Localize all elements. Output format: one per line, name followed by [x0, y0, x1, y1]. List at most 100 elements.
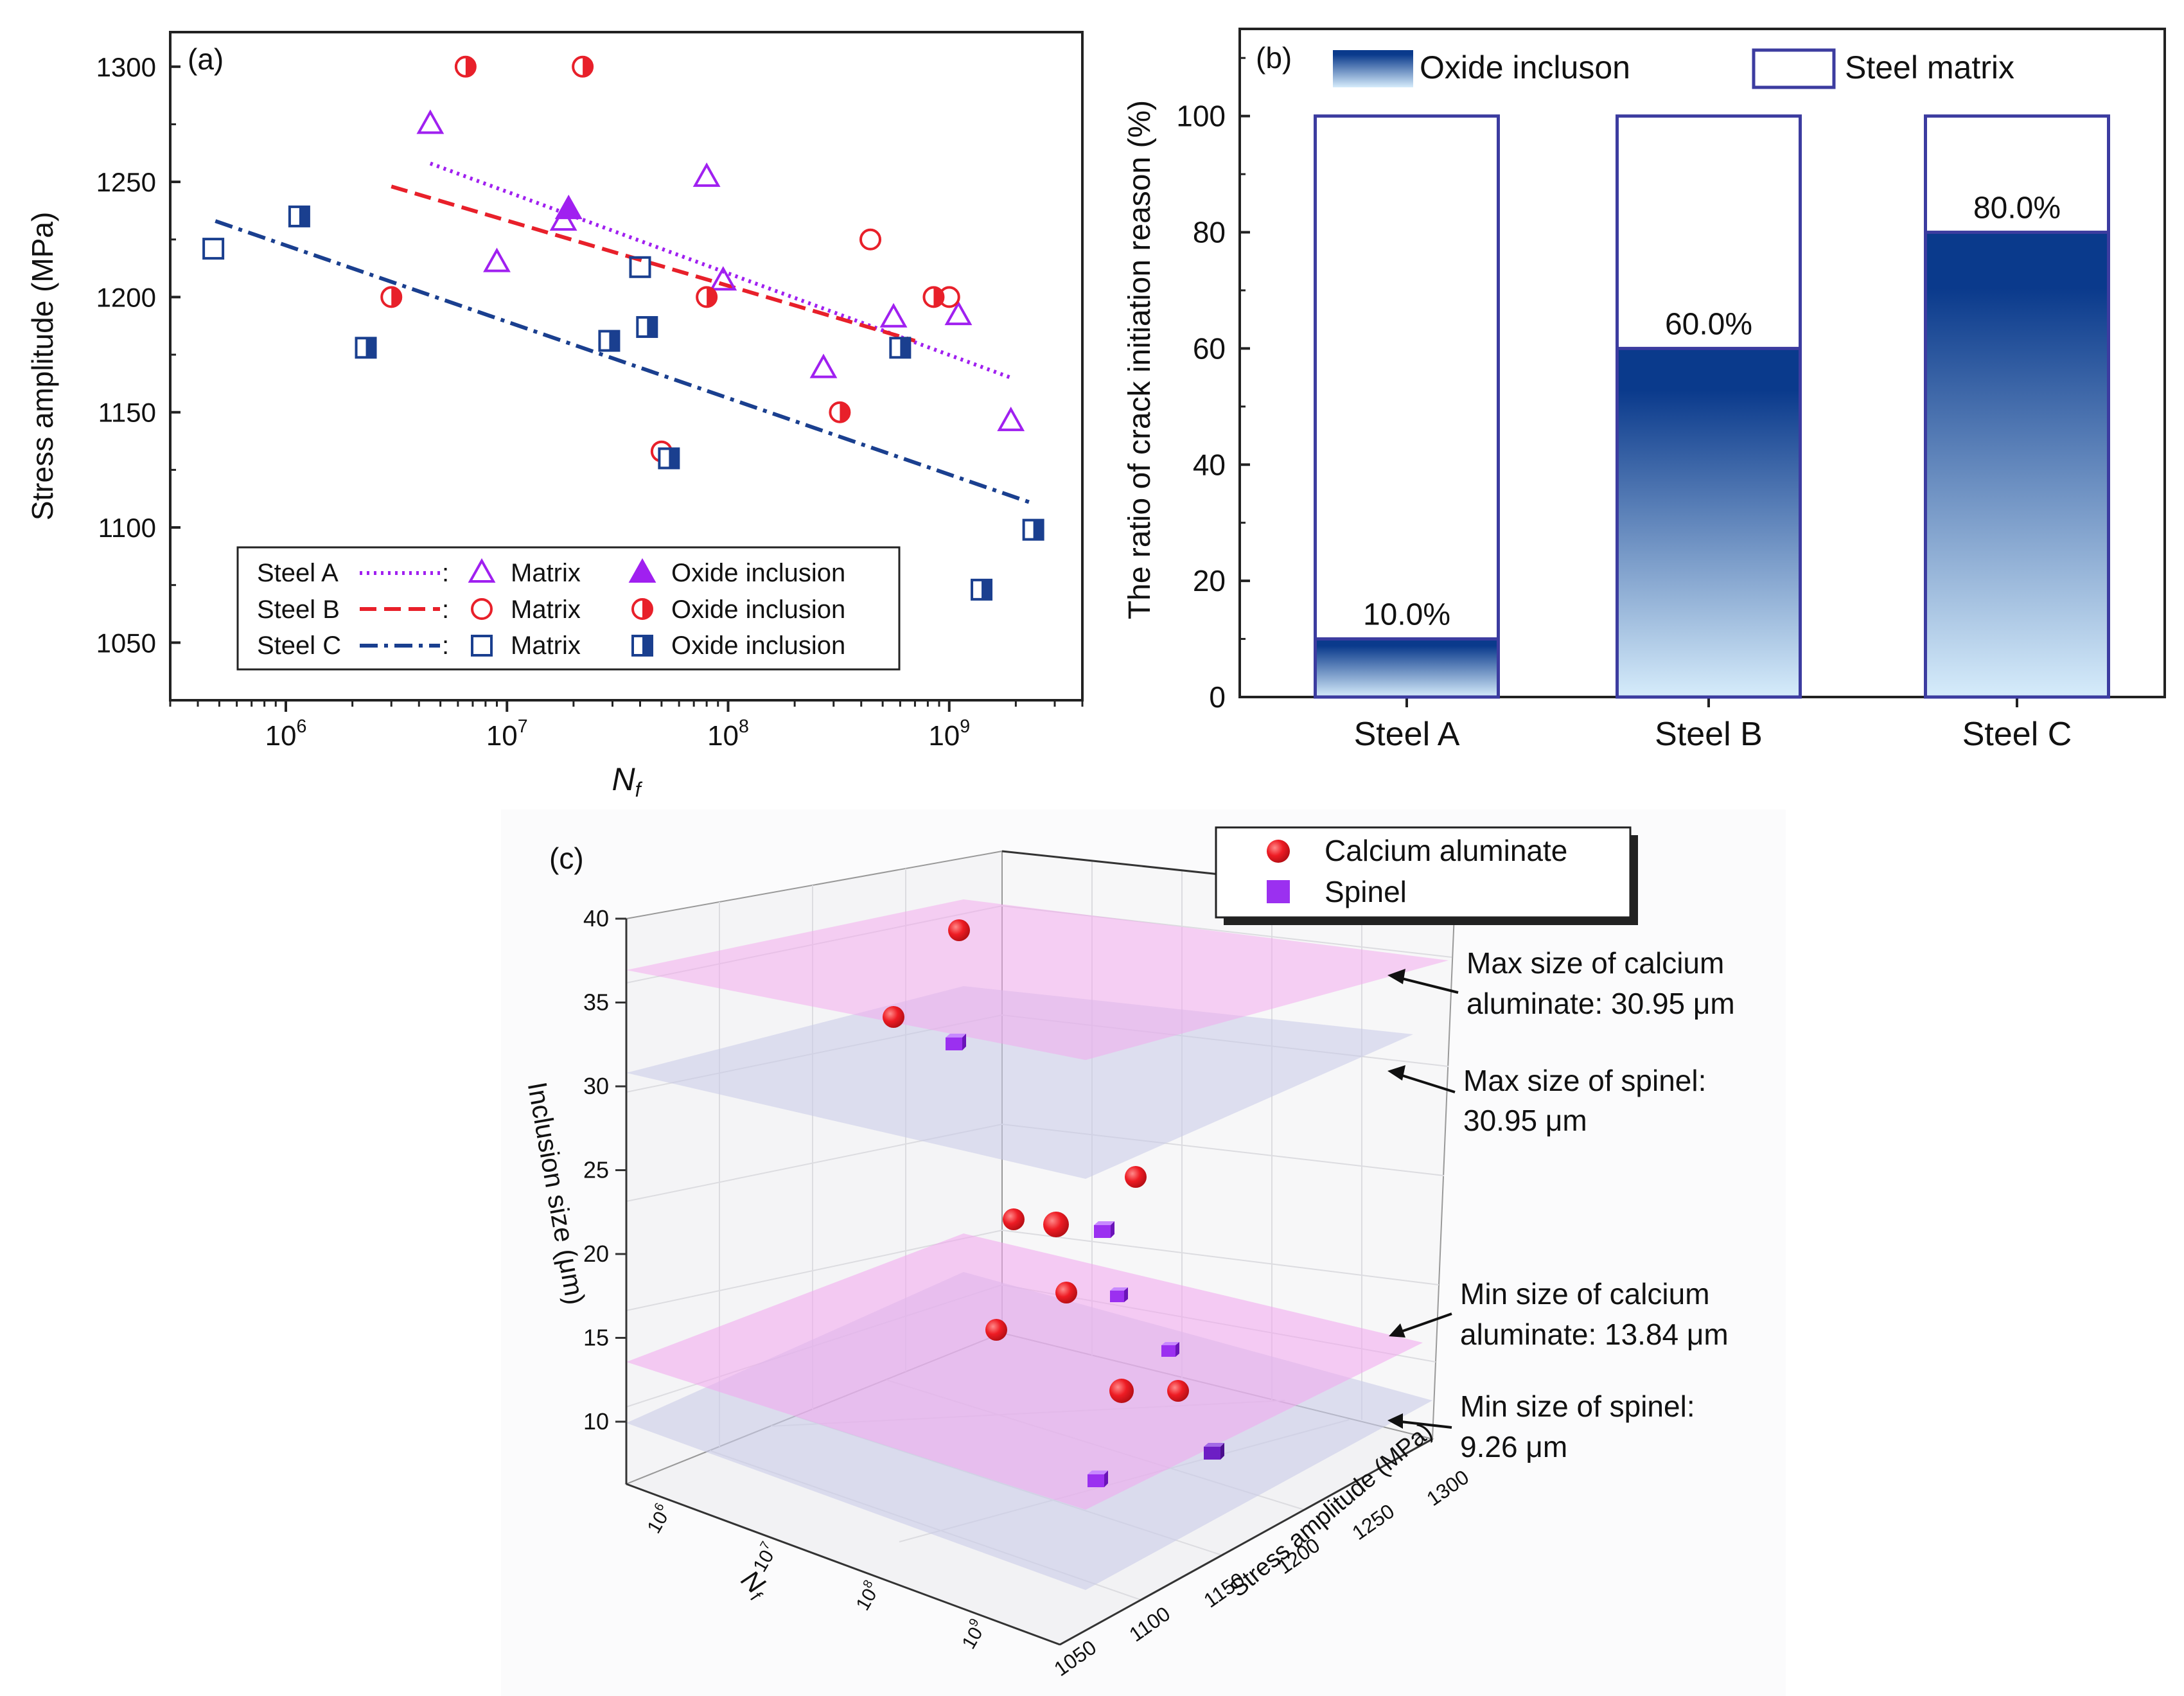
- grid-line: [1001, 1230, 1440, 1285]
- arrowhead-max-spinel: [1387, 1065, 1405, 1081]
- panel-a-ylabel: Stress amplitude (MPa): [26, 212, 59, 521]
- calcium-point: [1003, 1208, 1025, 1230]
- matrix-point: [859, 228, 882, 251]
- z-tick-label: 40: [583, 905, 609, 932]
- annotation-max-calcium: Max size of calcium aluminate: 30.95 μm: [1387, 946, 1735, 1020]
- y-tick-label: 1250: [96, 167, 156, 197]
- panel-a-legend-box: [236, 546, 901, 671]
- circle-marker: [471, 598, 493, 620]
- matrix-point: [483, 247, 511, 272]
- inclusion-point: [355, 337, 377, 359]
- plane-min-calcium: [626, 1233, 1423, 1510]
- legend-swatch-oxide: [1333, 50, 1413, 87]
- bar-oxide-inclusion: [1616, 346, 1802, 699]
- calcium-point: [1125, 1166, 1147, 1188]
- half-fill: [669, 448, 679, 468]
- legend-matrix-marker: [471, 598, 493, 620]
- spinel-point: [1204, 1443, 1224, 1460]
- spinel-point: [946, 1034, 966, 1050]
- triangle-marker: [554, 195, 583, 220]
- arrow-min-spinel: [1395, 1420, 1452, 1429]
- panel-c-legend: Calcium aluminate Spinel: [1215, 826, 1638, 925]
- half-fill: [900, 338, 910, 358]
- square-marker: [471, 635, 493, 657]
- x-tick-label: Steel A: [1354, 716, 1460, 753]
- matrix-point: [709, 266, 737, 291]
- inclusion-point: [658, 447, 680, 470]
- legend-oxide-c: Oxide inclusion: [671, 632, 845, 660]
- annotation-min-spinel-line1: Min size of spinel:: [1460, 1390, 1695, 1423]
- annotation-max-spinel: Max size of spinel: 30.95 μm: [1387, 1064, 1706, 1137]
- bar-oxide-inclusion: [1924, 231, 2110, 699]
- annotation-max-spinel-line1: Max size of spinel:: [1463, 1064, 1706, 1097]
- z-tick-label: 10: [583, 1408, 609, 1435]
- arrow-max-spinel: [1393, 1072, 1456, 1093]
- panel-a-background: [0, 0, 1092, 803]
- bar-data-label: 60.0%: [1665, 307, 1752, 341]
- half-fill: [465, 57, 475, 76]
- annotation-min-calcium-line2: aluminate: 13.84 μm: [1460, 1318, 1729, 1351]
- panel-a-tag: (a): [188, 42, 224, 76]
- y-tick-label: 60: [1193, 331, 1226, 365]
- legend-matrix-b: Matrix: [511, 596, 581, 624]
- matrix-point: [692, 162, 721, 187]
- legend-spinel-marker: [1267, 880, 1290, 903]
- triangle-marker: [879, 303, 908, 328]
- square-marker: [202, 238, 225, 260]
- fit-line-steel-c: [215, 219, 1030, 504]
- calcium-point: [1043, 1212, 1069, 1237]
- inclusion-point: [889, 337, 911, 359]
- x-axis-line: [626, 1483, 1061, 1646]
- half-fill: [642, 599, 652, 619]
- panel-a-scatter: (a) Stress amplitude (MPa) Nf 1050110011…: [0, 0, 1092, 803]
- panel-a-fit-lines: [215, 161, 1030, 504]
- legend-swatch-matrix: [1752, 48, 1836, 89]
- legend-inclusion-marker: [631, 598, 653, 620]
- spinel-point: [1088, 1471, 1108, 1487]
- arrow-min-calcium: [1396, 1312, 1452, 1334]
- legend-matrix-marker: [471, 635, 493, 657]
- inclusion-point: [554, 195, 583, 220]
- panel-a-legend: Steel A Steel B Steel C : : : Matrix Mat…: [236, 546, 901, 671]
- inclusion-point: [380, 286, 403, 308]
- half-fill: [933, 287, 944, 307]
- annotation-min-calcium: Min size of calcium aluminate: 13.84 μm: [1389, 1277, 1729, 1351]
- panel-b-tag: (b): [1256, 41, 1292, 75]
- legend-oxide-a: Oxide inclusion: [671, 559, 845, 587]
- triangle-marker: [416, 109, 445, 134]
- z-tick-label: 25: [583, 1157, 609, 1183]
- circle-marker: [859, 228, 882, 251]
- arrowhead-max-calcium: [1387, 969, 1405, 984]
- panel-c-tag: (c): [549, 842, 584, 875]
- calcium-point: [1055, 1282, 1077, 1303]
- triangle-marker: [628, 558, 656, 583]
- legend-inclusion-marker: [628, 558, 656, 583]
- annotation-min-calcium-line1: Min size of calcium: [1460, 1277, 1710, 1311]
- panel-c-spinel-points: [946, 1034, 1224, 1487]
- half-fill: [647, 317, 657, 337]
- fit-line-steel-b: [391, 184, 916, 343]
- calcium-point: [948, 919, 970, 941]
- y-tick-label: 1150: [98, 398, 156, 428]
- plane-max-spinel: [626, 986, 1413, 1179]
- inclusion-point: [598, 330, 621, 352]
- matrix-point: [809, 353, 838, 378]
- arrowhead-min-spinel: [1387, 1413, 1403, 1429]
- square-marker: [629, 256, 651, 278]
- bar-data-label: 80.0%: [1973, 191, 2061, 225]
- legend-oxide-b: Oxide inclusion: [671, 596, 845, 624]
- inclusion-point: [1022, 518, 1044, 541]
- triangle-marker: [468, 558, 496, 583]
- spinel-point: [1110, 1287, 1128, 1302]
- y-axis-line: [1059, 1438, 1433, 1646]
- panel-a-points: [202, 55, 1044, 601]
- legend-inclusion-marker: [631, 635, 653, 657]
- matrix-point: [629, 256, 651, 278]
- matrix-point: [202, 238, 225, 260]
- z-tick-label: 30: [583, 1073, 609, 1099]
- legend-label-oxide: Oxide incluson: [1420, 49, 1630, 85]
- legend-steel-b: Steel B: [257, 596, 340, 624]
- y-tick-label: 100: [1176, 100, 1226, 133]
- legend-matrix-marker: [468, 558, 496, 583]
- legend-colon-a: :: [442, 559, 449, 587]
